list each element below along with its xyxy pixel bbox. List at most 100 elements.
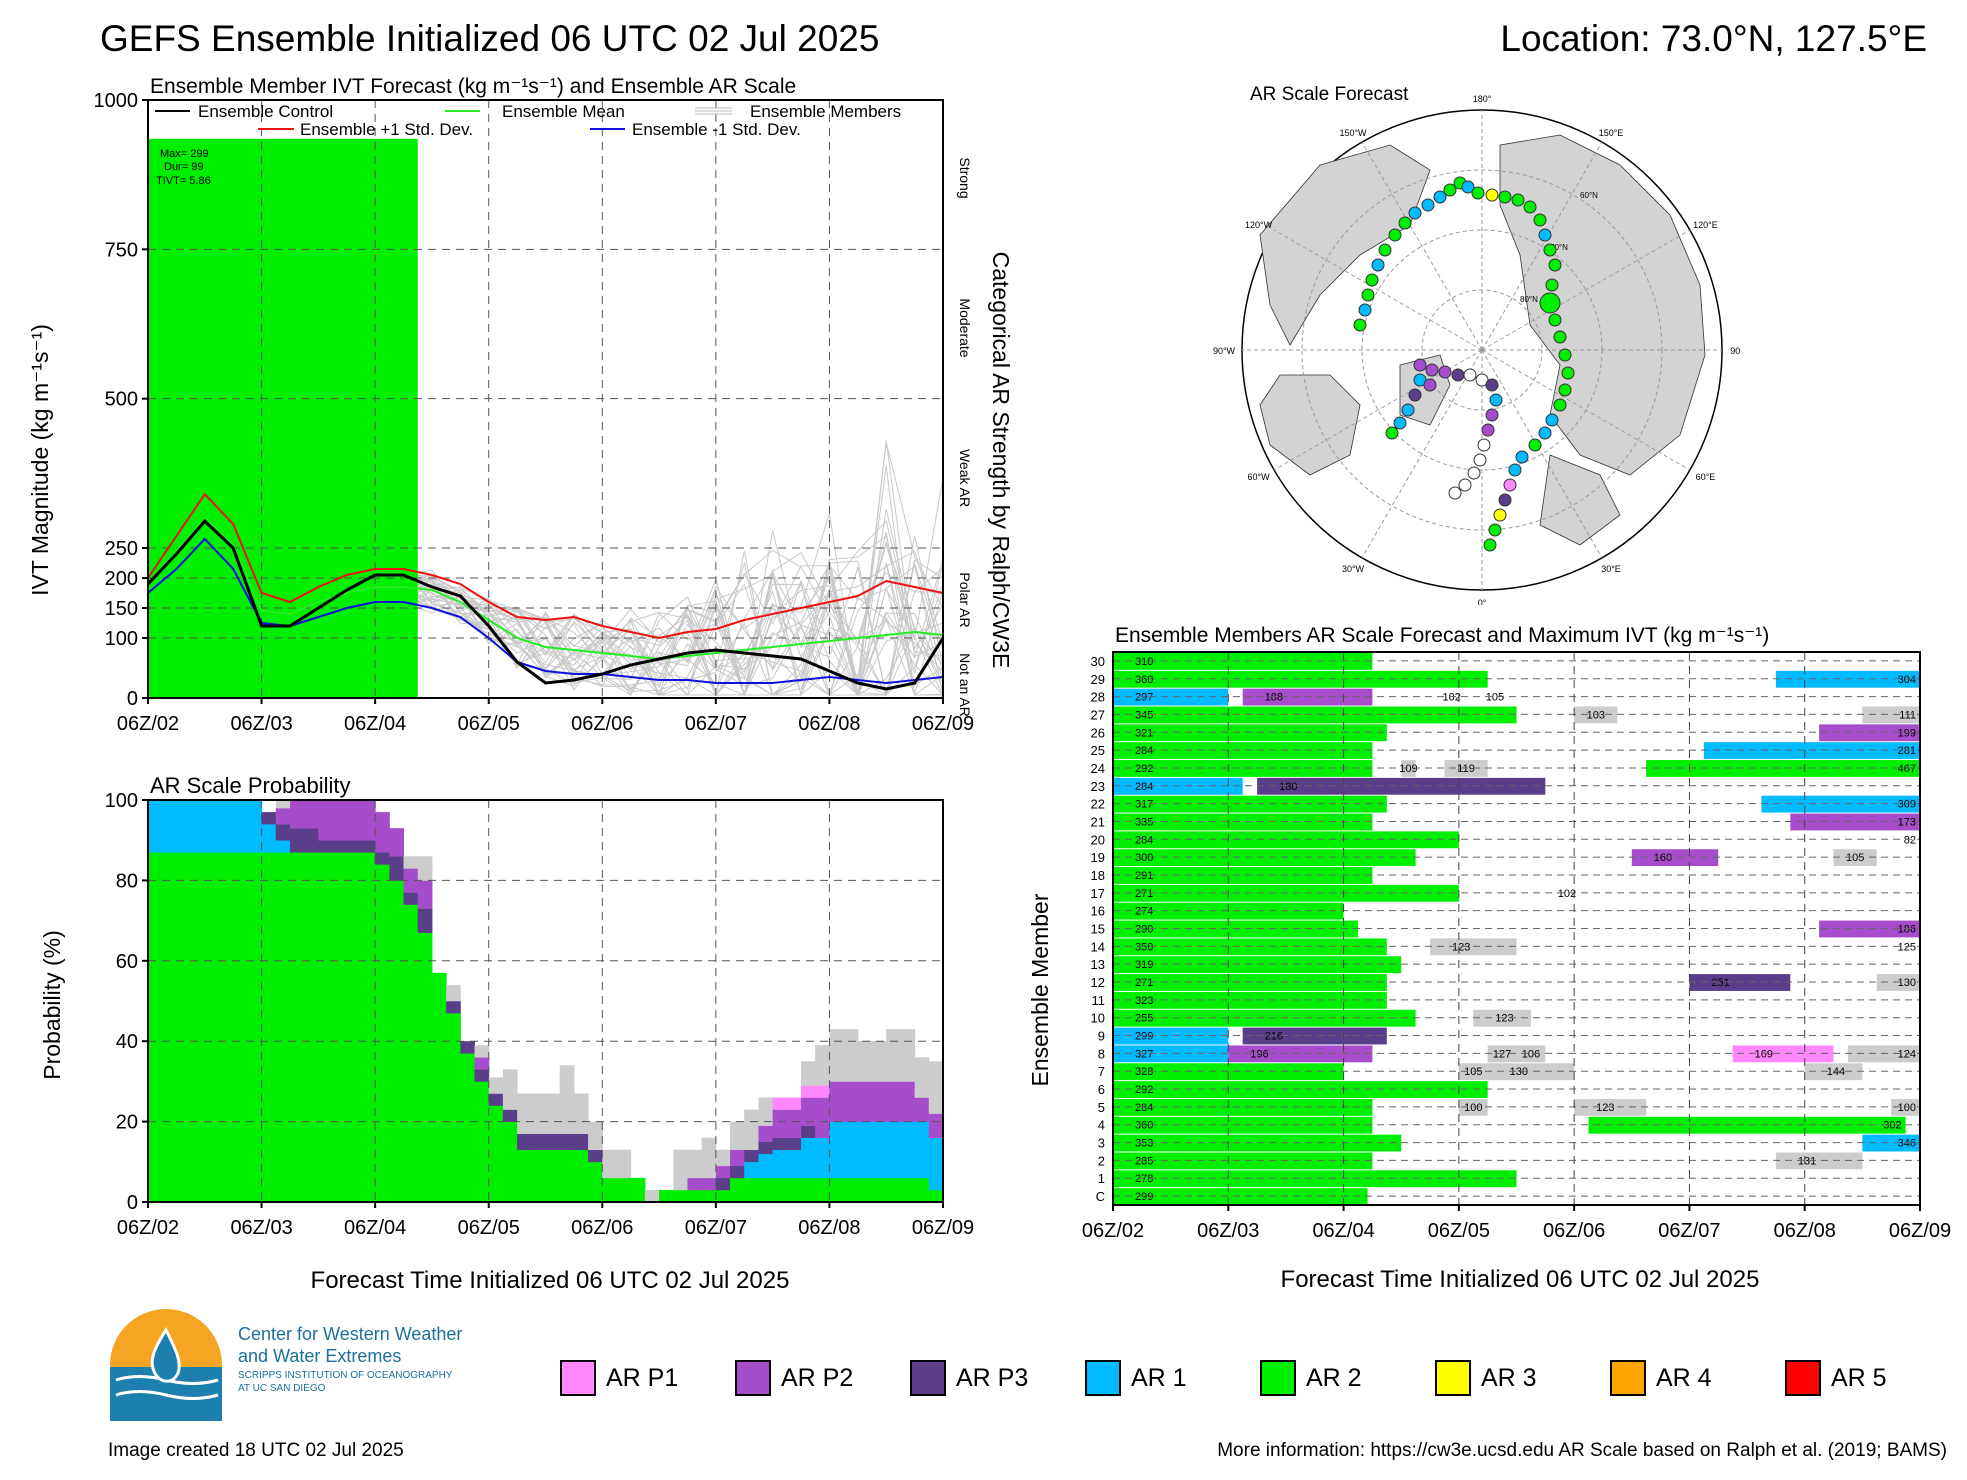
legend-plus: Ensemble +1 Std. Dev. bbox=[300, 120, 473, 139]
probability-bar-segment bbox=[914, 1097, 930, 1122]
member-segment-value: 255 bbox=[1135, 1013, 1153, 1025]
member-segment-value: 299 bbox=[1135, 1191, 1153, 1203]
members-ylabel: Ensemble Member bbox=[1027, 893, 1053, 1086]
probability-bar-segment bbox=[730, 1165, 745, 1179]
probability-bar-segment bbox=[375, 812, 390, 853]
ar-scale-dot bbox=[1498, 190, 1512, 204]
member-segment-value: 160 bbox=[1654, 852, 1672, 864]
prob-panel-title: AR Scale Probability bbox=[150, 773, 351, 798]
ar-scale-dot bbox=[1528, 438, 1542, 452]
ar-scale-dot bbox=[1438, 365, 1452, 379]
probability-bar-segment bbox=[275, 808, 291, 825]
member-segment-value: 271 bbox=[1135, 977, 1153, 989]
member-row-label: 10 bbox=[1091, 1011, 1105, 1026]
probability-bar-segment bbox=[730, 1149, 745, 1167]
probability-bar-segment bbox=[318, 840, 334, 853]
ivt-gridlines bbox=[148, 100, 943, 698]
member-segment-value: 123 bbox=[1495, 1013, 1513, 1025]
probability-bar-segment bbox=[360, 800, 376, 841]
member-segment-value: 281 bbox=[1898, 745, 1916, 757]
probability-bar-segment bbox=[289, 800, 305, 829]
member-xtick-label: 06Z/05 bbox=[1428, 1220, 1490, 1242]
probability-bar-segment bbox=[914, 1121, 930, 1179]
ivt-ytick-label: 500 bbox=[105, 389, 138, 411]
probability-bar-segment bbox=[431, 972, 447, 1203]
prob-ytick-label: 40 bbox=[116, 1031, 138, 1053]
map-lon-label: 120°E bbox=[1693, 220, 1718, 230]
probability-bar-segment bbox=[517, 1149, 532, 1203]
member-segment-value: 125 bbox=[1898, 941, 1916, 953]
member-row-label: 8 bbox=[1098, 1046, 1105, 1061]
ivt-xtick-label: 06Z/09 bbox=[912, 713, 974, 735]
map-meridian bbox=[1481, 229, 1691, 351]
probability-bar-segment bbox=[502, 1109, 518, 1122]
map-lon-label: 30°W bbox=[1342, 564, 1365, 574]
probability-bar-segment bbox=[687, 1177, 703, 1191]
ar-scale-dot bbox=[1365, 273, 1379, 287]
probability-bar-segment bbox=[460, 1053, 476, 1203]
map-lon-label: 120°W bbox=[1245, 220, 1273, 230]
member-gridlines bbox=[1113, 652, 1920, 1205]
probability-bar-segment bbox=[247, 800, 263, 853]
probability-bar-segment bbox=[857, 1121, 873, 1179]
footer-created: Image created 18 UTC 02 Jul 2025 bbox=[108, 1440, 404, 1461]
probability-bar-segment bbox=[900, 1121, 916, 1179]
member-xtick-label: 06Z/03 bbox=[1197, 1220, 1259, 1242]
member-row-label: 16 bbox=[1091, 904, 1105, 919]
ivt-ytick-label: 0 bbox=[127, 688, 138, 710]
map-title: AR Scale Forecast bbox=[1250, 84, 1409, 105]
member-row-label: 23 bbox=[1091, 779, 1105, 794]
probability-bar-segment bbox=[815, 1137, 830, 1179]
ensemble-stat-lines bbox=[146, 492, 945, 691]
ivt-stats: Max= 299 Dur= 99 TIVT= 5.86 bbox=[156, 148, 211, 187]
legend-label: AR 1 bbox=[1131, 1363, 1187, 1392]
probability-bar-segment bbox=[332, 852, 348, 1203]
prob-xtick-label: 06Z/03 bbox=[230, 1217, 292, 1239]
probability-bar-segment bbox=[673, 1149, 688, 1191]
member-segment bbox=[1228, 1045, 1373, 1063]
member-segment-value: 271 bbox=[1135, 888, 1153, 900]
member-segment bbox=[1790, 813, 1920, 831]
prob-ytick-label: 100 bbox=[105, 790, 138, 812]
member-segment-value: 173 bbox=[1898, 816, 1916, 828]
series-line-0 bbox=[146, 518, 945, 691]
member-segment-value: 284 bbox=[1135, 1102, 1153, 1114]
probability-bar-segment bbox=[559, 1149, 575, 1203]
ar-scale-dot bbox=[1508, 463, 1522, 477]
member-segment bbox=[1761, 795, 1920, 813]
probability-bar-segment bbox=[190, 800, 206, 853]
logo-line2: and Water Extremes bbox=[238, 1346, 402, 1366]
member-row-label: 19 bbox=[1091, 850, 1105, 865]
ar-scale-dot bbox=[1561, 366, 1575, 380]
map-lat-label: 70°N bbox=[1550, 243, 1568, 252]
ar-scale-dot bbox=[1423, 378, 1437, 392]
member-segment bbox=[1113, 1027, 1229, 1045]
probability-bar-segment bbox=[843, 1177, 859, 1203]
map-meridian bbox=[1361, 141, 1483, 351]
probability-bar-segment bbox=[659, 1189, 674, 1203]
member-segment bbox=[1775, 1152, 1863, 1170]
ar-scale-dot bbox=[1533, 213, 1547, 227]
ar-scale-dot bbox=[1425, 363, 1439, 377]
probability-bar-segment bbox=[886, 1029, 901, 1082]
legend-swatch bbox=[910, 1360, 946, 1396]
legend-control: Ensemble Control bbox=[198, 102, 333, 121]
member-segment bbox=[1113, 670, 1488, 688]
member-segment-value: 319 bbox=[1135, 959, 1153, 971]
member-rows: 299 278 285 131 353 346 360 302 284 100 123 100 292 3… bbox=[1113, 653, 1920, 1205]
probability-bar-segment bbox=[588, 1121, 603, 1151]
ivt-ytick-label: 250 bbox=[105, 538, 138, 560]
member-segment-value: 111 bbox=[1899, 709, 1916, 721]
prob-xtick-label: 06Z/05 bbox=[458, 1217, 520, 1239]
map-lon-label: 60°E bbox=[1696, 472, 1716, 482]
member-row-label: 14 bbox=[1091, 939, 1105, 954]
probability-bar-segment bbox=[701, 1189, 717, 1203]
prob-ytick-label: 60 bbox=[116, 951, 138, 973]
probability-bar-segment bbox=[644, 1189, 660, 1203]
member-segment-value: 302 bbox=[1883, 1120, 1901, 1132]
legend-item-ar-1: AR 1 bbox=[1085, 1358, 1187, 1398]
ivt-right-label: Categorical AR Strength by Ralph/CW3E bbox=[988, 252, 1014, 669]
member-segment bbox=[1113, 1063, 1344, 1081]
member-segment-value: 102 bbox=[1558, 888, 1576, 900]
member-segment-value: 180 bbox=[1279, 781, 1297, 793]
